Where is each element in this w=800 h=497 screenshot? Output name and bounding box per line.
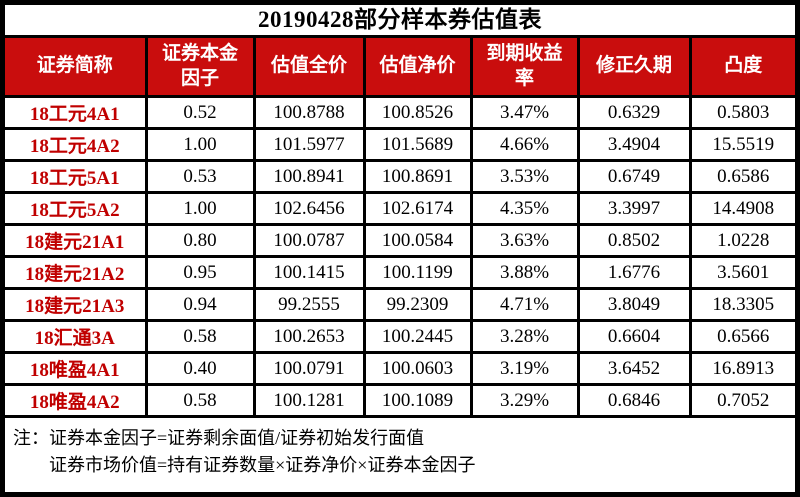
value-cell: 1.00 <box>144 191 256 226</box>
value-cell: 0.52 <box>144 95 256 130</box>
value-cell: 0.6604 <box>576 319 692 354</box>
value-cell: 18.3305 <box>688 287 795 322</box>
value-cell: 101.5977 <box>252 127 366 162</box>
value-cell: 3.47% <box>469 95 580 130</box>
value-cell: 3.6452 <box>576 351 692 386</box>
value-cell: 3.53% <box>469 159 580 194</box>
table-row: 18汇通3A 0.58 100.2653 100.2445 3.28% 0.6604 0.6… <box>5 319 795 354</box>
value-cell: 100.8941 <box>252 159 366 194</box>
value-cell: 0.58 <box>144 383 256 418</box>
security-name-cell: 18建元21A1 <box>5 223 148 258</box>
value-cell: 0.6566 <box>688 319 795 354</box>
column-header-net-price: 估值净价 <box>362 38 473 98</box>
value-cell: 3.3997 <box>576 191 692 226</box>
value-cell: 100.0584 <box>362 223 473 258</box>
table-row: 18工元5A2 1.00 102.6456 102.6174 4.35% 3.3997 14… <box>5 191 795 226</box>
value-cell: 4.35% <box>469 191 580 226</box>
value-cell: 100.8526 <box>362 95 473 130</box>
value-cell: 15.5519 <box>688 127 795 162</box>
security-name-cell: 18工元4A2 <box>5 127 148 162</box>
value-cell: 101.5689 <box>362 127 473 162</box>
value-cell: 3.28% <box>469 319 580 354</box>
value-cell: 3.88% <box>469 255 580 290</box>
value-cell: 102.6456 <box>252 191 366 226</box>
value-cell: 100.8691 <box>362 159 473 194</box>
table-row: 18建元21A2 0.95 100.1415 100.1199 3.88% 1.6776 3… <box>5 255 795 290</box>
value-cell: 0.6586 <box>688 159 795 194</box>
security-name-cell: 18工元5A2 <box>5 191 148 226</box>
value-cell: 0.95 <box>144 255 256 290</box>
header-row: 证券简称 证券本金 因子 估值全价 估值净价 到期收益 率 修正久期 凸度 <box>5 38 795 98</box>
value-cell: 102.6174 <box>362 191 473 226</box>
security-name-cell: 18工元5A1 <box>5 159 148 194</box>
value-cell: 100.0603 <box>362 351 473 386</box>
value-cell: 100.2653 <box>252 319 366 354</box>
footnote-line-1: 注：证券本金因子=证券剩余面值/证券初始发行面值 <box>13 428 425 448</box>
value-cell: 3.5601 <box>688 255 795 290</box>
value-cell: 100.1089 <box>362 383 473 418</box>
column-header-full-price: 估值全价 <box>252 38 366 98</box>
value-cell: 99.2309 <box>362 287 473 322</box>
security-name-cell: 18唯盈4A1 <box>5 351 148 386</box>
security-name-cell: 18建元21A3 <box>5 287 148 322</box>
value-cell: 0.7052 <box>688 383 795 418</box>
column-header-principal-factor: 证券本金 因子 <box>144 38 256 98</box>
value-cell: 0.53 <box>144 159 256 194</box>
value-cell: 0.80 <box>144 223 256 258</box>
value-cell: 100.1281 <box>252 383 366 418</box>
value-cell: 0.6329 <box>576 95 692 130</box>
value-cell: 100.1199 <box>362 255 473 290</box>
column-header-ytm: 到期收益 率 <box>469 38 580 98</box>
value-cell: 3.8049 <box>576 287 692 322</box>
footnotes: 注：证券本金因子=证券剩余面值/证券初始发行面值 证券市场价值=持有证券数量×证… <box>5 418 795 479</box>
value-cell: 0.8502 <box>576 223 692 258</box>
column-header-security-name: 证券简称 <box>5 38 148 98</box>
security-name-cell: 18唯盈4A2 <box>5 383 148 418</box>
value-cell: 0.6846 <box>576 383 692 418</box>
value-cell: 4.71% <box>469 287 580 322</box>
value-cell: 0.94 <box>144 287 256 322</box>
value-cell: 0.6749 <box>576 159 692 194</box>
value-cell: 0.40 <box>144 351 256 386</box>
value-cell: 100.2445 <box>362 319 473 354</box>
value-cell: 14.4908 <box>688 191 795 226</box>
table-row: 18唯盈4A1 0.40 100.0791 100.0603 3.19% 3.6452 16… <box>5 351 795 386</box>
table-row: 18唯盈4A2 0.58 100.1281 100.1089 3.29% 0.6846 0.… <box>5 383 795 418</box>
table-row: 18建元21A3 0.94 99.2555 99.2309 4.71% 3.8049 18.… <box>5 287 795 322</box>
valuation-table: 证券简称 证券本金 因子 估值全价 估值净价 到期收益 率 修正久期 凸度 18… <box>5 38 795 418</box>
table-row: 18建元21A1 0.80 100.0787 100.0584 3.63% 0.8502 1… <box>5 223 795 258</box>
value-cell: 3.29% <box>469 383 580 418</box>
security-name-cell: 18建元21A2 <box>5 255 148 290</box>
page-title: 20190428部分样本券估值表 <box>5 5 795 38</box>
value-cell: 3.63% <box>469 223 580 258</box>
table-row: 18工元5A1 0.53 100.8941 100.8691 3.53% 0.6749 0.… <box>5 159 795 194</box>
value-cell: 100.8788 <box>252 95 366 130</box>
footnote-line-2: 证券市场价值=持有证券数量×证券净价×证券本金因子 <box>49 455 476 475</box>
column-header-convexity: 凸度 <box>688 38 795 98</box>
value-cell: 16.8913 <box>688 351 795 386</box>
value-cell: 100.1415 <box>252 255 366 290</box>
value-cell: 1.00 <box>144 127 256 162</box>
value-cell: 99.2555 <box>252 287 366 322</box>
column-header-modified-duration: 修正久期 <box>576 38 692 98</box>
value-cell: 1.0228 <box>688 223 795 258</box>
value-cell: 3.19% <box>469 351 580 386</box>
value-cell: 3.4904 <box>576 127 692 162</box>
table-body: 18工元4A1 0.52 100.8788 100.8526 3.47% 0.6329 0.… <box>5 95 795 418</box>
value-cell: 100.0791 <box>252 351 366 386</box>
value-cell: 1.6776 <box>576 255 692 290</box>
value-cell: 0.58 <box>144 319 256 354</box>
value-cell: 0.5803 <box>688 95 795 130</box>
security-name-cell: 18工元4A1 <box>5 95 148 130</box>
table-row: 18工元4A1 0.52 100.8788 100.8526 3.47% 0.6329 0.… <box>5 95 795 130</box>
security-name-cell: 18汇通3A <box>5 319 148 354</box>
value-cell: 4.66% <box>469 127 580 162</box>
table-row: 18工元4A2 1.00 101.5977 101.5689 4.66% 3.4904 15… <box>5 127 795 162</box>
value-cell: 100.0787 <box>252 223 366 258</box>
